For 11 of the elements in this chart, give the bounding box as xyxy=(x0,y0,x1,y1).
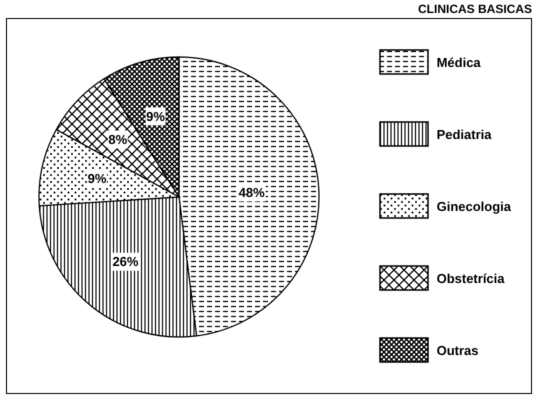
chart-title: CLINICAS BASICAS xyxy=(418,2,532,16)
legend-label: Médica xyxy=(436,54,481,70)
data-label: 9% xyxy=(146,108,166,124)
data-label: 26% xyxy=(112,254,139,270)
data-label: 8% xyxy=(108,132,128,147)
data-label: 9% xyxy=(88,171,107,186)
legend-label: Outras xyxy=(436,342,478,358)
data-label: 48% xyxy=(238,184,266,200)
legend-label: Obstetrícia xyxy=(436,270,505,286)
legend-label: Pediatria xyxy=(436,126,492,142)
legend-label: Ginecologia xyxy=(436,198,511,214)
